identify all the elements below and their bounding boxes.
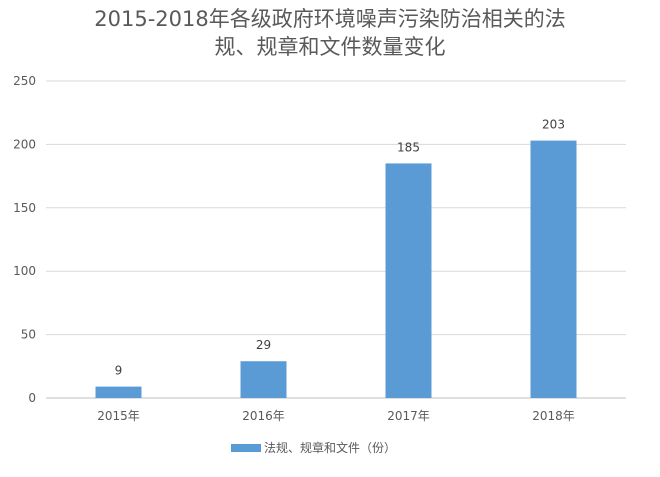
bar-3 bbox=[530, 140, 577, 398]
y-tick-label-0: 0 bbox=[28, 391, 36, 405]
y-tick-label-200: 200 bbox=[13, 137, 36, 151]
y-tick-label-150: 150 bbox=[13, 201, 36, 215]
gridlines bbox=[46, 80, 626, 399]
category-label-0: 2015年 bbox=[97, 409, 140, 423]
bar-0 bbox=[95, 386, 142, 398]
y-tick-label-250: 250 bbox=[13, 74, 36, 88]
legend: 法规、规章和文件（份） bbox=[231, 440, 396, 455]
x-axis-category-labels: 2015年 2016年 2017年 2018年 bbox=[97, 409, 575, 423]
data-labels: 9 29 185 203 bbox=[115, 118, 565, 378]
bars bbox=[95, 140, 577, 398]
y-tick-label-50: 50 bbox=[21, 328, 36, 342]
bar-1 bbox=[240, 361, 287, 398]
data-label-3: 203 bbox=[542, 118, 565, 132]
chart-title-line-2: 规、规章和文件数量变化 bbox=[215, 35, 446, 59]
category-label-2: 2017年 bbox=[387, 409, 430, 423]
data-label-1: 29 bbox=[256, 338, 271, 352]
y-axis-tick-labels: 0 50 100 150 200 250 bbox=[13, 74, 36, 405]
data-label-2: 185 bbox=[397, 140, 420, 154]
legend-swatch bbox=[231, 444, 261, 452]
category-label-3: 2018年 bbox=[532, 409, 575, 423]
y-tick-label-100: 100 bbox=[13, 264, 36, 278]
category-label-1: 2016年 bbox=[242, 409, 285, 423]
bar-2 bbox=[385, 163, 432, 398]
data-label-0: 9 bbox=[115, 364, 123, 378]
chart-title-line-1: 2015-2018年各级政府环境噪声污染防治相关的法 bbox=[94, 7, 565, 31]
legend-label: 法规、规章和文件（份） bbox=[264, 440, 396, 455]
